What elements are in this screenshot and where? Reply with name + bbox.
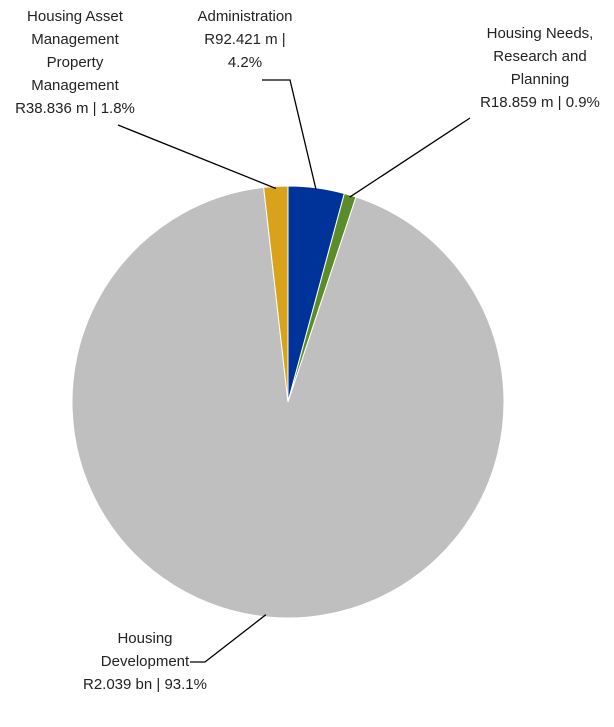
category-label: Housing Needs, Research and Planning <box>486 25 594 88</box>
data-label: Housing Development R2.039 bn | 93.1% <box>80 627 210 696</box>
category-label: Administration <box>197 8 293 25</box>
data-label: Administration R92.421 m | 4.2% <box>190 5 300 74</box>
leader-line <box>262 79 317 191</box>
leader-line <box>190 614 267 663</box>
leader-line <box>349 117 471 198</box>
data-label: Housing Needs, Research and Planning R18.… <box>465 22 614 114</box>
category-label: Housing Development <box>100 630 190 670</box>
value-label: R92.421 m | 4.2% <box>204 31 286 71</box>
value-label: R18.859 m | 0.9% <box>480 94 600 111</box>
leader-line <box>117 124 277 190</box>
data-label: Housing Asset Management Property Manage… <box>5 5 145 120</box>
pie-slice <box>263 185 289 403</box>
category-label: Housing Asset Management Property Manage… <box>27 8 123 94</box>
pie-slice <box>71 186 505 619</box>
value-label: R2.039 bn | 93.1% <box>83 676 207 693</box>
value-label: R38.836 m | 1.8% <box>15 100 135 117</box>
